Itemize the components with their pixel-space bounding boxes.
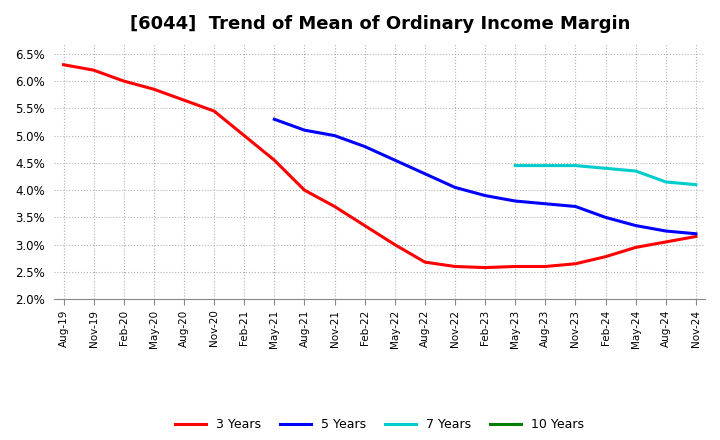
3 Years <box>481 265 490 270</box>
3 Years <box>390 242 399 247</box>
5 Years <box>601 215 610 220</box>
3 Years <box>631 245 640 250</box>
3 Years <box>511 264 520 269</box>
7 Years <box>571 163 580 168</box>
3 Years <box>360 223 369 228</box>
3 Years <box>330 204 339 209</box>
5 Years <box>451 185 459 190</box>
5 Years <box>360 144 369 149</box>
7 Years <box>662 180 670 185</box>
Title: [6044]  Trend of Mean of Ordinary Income Margin: [6044] Trend of Mean of Ordinary Income … <box>130 15 630 33</box>
3 Years <box>270 158 279 163</box>
Legend: 3 Years, 5 Years, 7 Years, 10 Years: 3 Years, 5 Years, 7 Years, 10 Years <box>170 413 590 436</box>
5 Years <box>270 117 279 122</box>
3 Years <box>420 260 429 265</box>
5 Years <box>571 204 580 209</box>
3 Years <box>451 264 459 269</box>
Line: 3 Years: 3 Years <box>63 65 696 268</box>
5 Years <box>390 158 399 163</box>
3 Years <box>662 239 670 245</box>
7 Years <box>631 169 640 174</box>
3 Years <box>571 261 580 266</box>
3 Years <box>692 234 701 239</box>
3 Years <box>180 98 189 103</box>
3 Years <box>120 78 128 84</box>
3 Years <box>210 108 218 114</box>
5 Years <box>330 133 339 138</box>
5 Years <box>481 193 490 198</box>
3 Years <box>300 187 309 193</box>
Line: 5 Years: 5 Years <box>274 119 696 234</box>
3 Years <box>240 133 248 138</box>
3 Years <box>89 67 98 73</box>
5 Years <box>420 171 429 176</box>
7 Years <box>511 163 520 168</box>
5 Years <box>631 223 640 228</box>
5 Years <box>300 128 309 133</box>
7 Years <box>541 163 549 168</box>
Line: 7 Years: 7 Years <box>516 165 696 185</box>
3 Years <box>541 264 549 269</box>
3 Years <box>150 87 158 92</box>
7 Years <box>601 166 610 171</box>
3 Years <box>601 254 610 259</box>
7 Years <box>692 182 701 187</box>
5 Years <box>511 198 520 204</box>
5 Years <box>541 201 549 206</box>
3 Years <box>59 62 68 67</box>
5 Years <box>692 231 701 236</box>
5 Years <box>662 228 670 234</box>
